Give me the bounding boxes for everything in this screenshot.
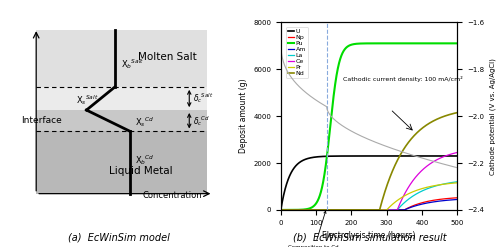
La (364, 208, 370, 211)
Pr (454, 181, 460, 184)
Np (454, 196, 460, 199)
Nd (449, 112, 455, 115)
Nd (449, 112, 455, 115)
Am (454, 198, 460, 201)
Text: X$_s$$^{Salt}$: X$_s$$^{Salt}$ (76, 93, 98, 107)
Text: $\delta_c$$^{Cd}$: $\delta_c$$^{Cd}$ (192, 114, 210, 128)
Text: X$_s$$^{Cd}$: X$_s$$^{Cd}$ (135, 115, 154, 129)
La (449, 181, 455, 184)
Line: Ce: Ce (281, 152, 457, 210)
Line: La: La (281, 182, 457, 210)
Am (364, 208, 370, 211)
La (278, 208, 284, 211)
Pu (364, 42, 370, 45)
U (454, 155, 460, 158)
Line: Np: Np (281, 198, 457, 210)
Text: Liquid Metal: Liquid Metal (109, 165, 173, 176)
Polygon shape (36, 110, 207, 131)
Nd (359, 208, 365, 211)
Pr (287, 208, 293, 211)
Ce (417, 171, 423, 174)
Nd (454, 111, 460, 114)
Pu (417, 42, 423, 45)
Pu (278, 208, 284, 211)
Np (449, 197, 455, 200)
Ce (454, 151, 460, 154)
Ce (449, 152, 455, 155)
Ce (364, 208, 370, 211)
Y-axis label: Deposit amount (g): Deposit amount (g) (239, 79, 248, 153)
La (287, 208, 293, 211)
Np (278, 208, 284, 211)
Np (359, 208, 365, 211)
Nd (364, 208, 370, 211)
Pu (454, 42, 460, 45)
Np (417, 202, 423, 205)
Text: X$_b$$^{Salt}$: X$_b$$^{Salt}$ (121, 57, 145, 71)
Pr (278, 208, 284, 211)
Text: X$_b$$^{Cd}$: X$_b$$^{Cd}$ (135, 153, 154, 167)
Polygon shape (36, 87, 207, 110)
Pr (449, 182, 455, 185)
X-axis label: Electrolysis time (hours): Electrolysis time (hours) (323, 231, 415, 240)
Am (287, 208, 293, 211)
La (454, 180, 460, 183)
Pu (449, 42, 455, 45)
Nd (278, 208, 284, 211)
Text: Concentration: Concentration (143, 191, 202, 200)
Am (449, 198, 455, 201)
Am (449, 198, 455, 201)
Am (278, 208, 284, 211)
Line: Pr: Pr (281, 183, 457, 210)
U (278, 208, 284, 211)
Polygon shape (36, 87, 207, 194)
Am (359, 208, 365, 211)
Line: U: U (281, 156, 457, 210)
La (449, 181, 455, 184)
Text: $\delta_c$$^{Salt}$: $\delta_c$$^{Salt}$ (192, 92, 213, 105)
Text: Cathodic current density: 100 mA/cm²: Cathodic current density: 100 mA/cm² (342, 76, 462, 82)
U (364, 155, 370, 158)
Pu (449, 42, 455, 45)
U (449, 155, 455, 158)
U (417, 155, 423, 158)
Line: Pu: Pu (281, 43, 457, 210)
Text: Composition to Cd
distillation process: Composition to Cd distillation process (288, 211, 339, 247)
Legend: U, Np, Pu, Am, La, Ce, Pr, Nd: U, Np, Pu, Am, La, Ce, Pr, Nd (286, 27, 308, 78)
Pr (359, 208, 365, 211)
Np (364, 208, 370, 211)
Am (417, 203, 423, 206)
Np (287, 208, 293, 211)
Pu (287, 208, 293, 211)
Pu (359, 42, 365, 45)
U (359, 155, 365, 158)
Polygon shape (36, 30, 207, 131)
Ce (278, 208, 284, 211)
Line: Nd: Nd (281, 113, 457, 210)
La (359, 208, 365, 211)
Ce (287, 208, 293, 211)
Pr (449, 182, 455, 185)
Y-axis label: Cathode potential (V vs. Ag/AgCl): Cathode potential (V vs. Ag/AgCl) (490, 58, 496, 175)
Text: (a)  EcWinSim model: (a) EcWinSim model (69, 232, 170, 242)
Nd (417, 129, 423, 132)
Text: Interface: Interface (21, 116, 62, 125)
Pr (364, 208, 370, 211)
Ce (359, 208, 365, 211)
Text: Molten Salt: Molten Salt (138, 52, 197, 62)
Line: Am: Am (281, 200, 457, 210)
U (287, 174, 293, 177)
Pr (417, 188, 423, 191)
Np (449, 197, 455, 200)
Nd (287, 208, 293, 211)
U (449, 155, 455, 158)
Ce (449, 152, 455, 155)
Text: (b)  EcWinSim simulation result: (b) EcWinSim simulation result (293, 232, 447, 242)
La (417, 191, 423, 194)
